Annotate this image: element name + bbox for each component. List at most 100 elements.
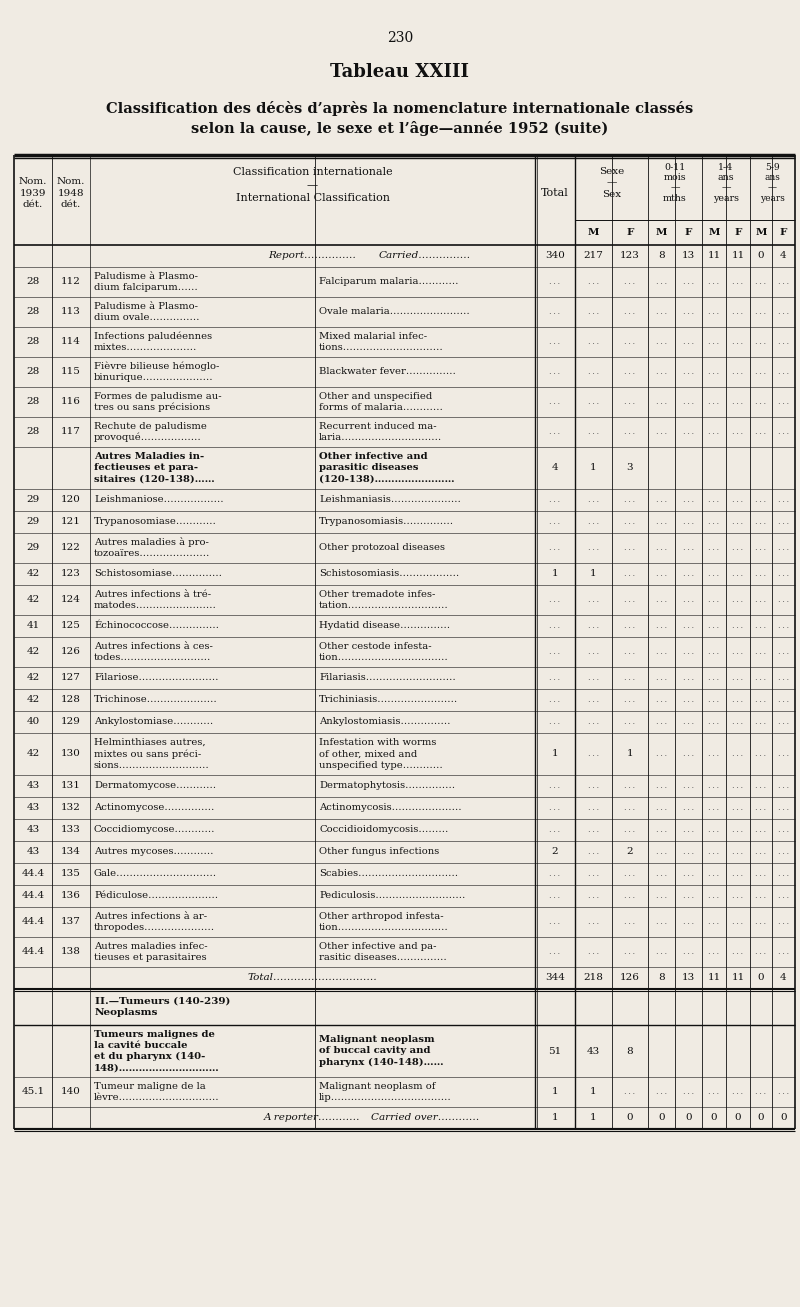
Text: . . .: . . . — [733, 648, 743, 656]
Text: . . .: . . . — [733, 544, 743, 552]
Text: 1: 1 — [552, 1114, 558, 1123]
Text: 41: 41 — [26, 622, 40, 630]
Text: . . .: . . . — [656, 804, 667, 812]
Text: 129: 129 — [61, 718, 81, 727]
Text: Trypanosomiasis……………: Trypanosomiasis…………… — [319, 518, 454, 527]
Text: 43: 43 — [26, 782, 40, 791]
Text: 124: 124 — [61, 596, 81, 605]
Text: 43: 43 — [26, 804, 40, 813]
Text: . . .: . . . — [755, 1087, 766, 1097]
Text: Formes de paludisme au-
tres ou sans précisions: Formes de paludisme au- tres ou sans pré… — [94, 392, 222, 413]
Text: . . .: . . . — [709, 782, 719, 789]
Text: Ankylostomiasis……………: Ankylostomiasis…………… — [319, 718, 450, 727]
Text: 43: 43 — [587, 1047, 600, 1056]
Text: Tumeurs malignes de
la cavité buccale
et du pharynx (140-
148)…………………………: Tumeurs malignes de la cavité buccale et… — [94, 1030, 220, 1072]
Text: . . .: . . . — [550, 308, 561, 316]
Text: . . .: . . . — [683, 369, 694, 376]
Text: 44.4: 44.4 — [22, 918, 45, 927]
Text: Classification internationale
—
International Classification: Classification internationale — Internat… — [233, 167, 392, 203]
Text: 28: 28 — [26, 337, 40, 346]
Text: . . .: . . . — [588, 674, 599, 682]
Text: . . .: . . . — [683, 848, 694, 856]
Text: . . .: . . . — [550, 495, 561, 505]
Text: . . .: . . . — [625, 826, 635, 834]
Text: . . .: . . . — [709, 544, 719, 552]
Text: Malignant neoplasm
of buccal cavity and
pharynx (140-148)……: Malignant neoplasm of buccal cavity and … — [319, 1035, 444, 1067]
Text: . . .: . . . — [588, 804, 599, 812]
Text: Échinococcose……………: Échinococcose…………… — [94, 622, 219, 630]
Text: . . .: . . . — [733, 918, 743, 925]
Text: 28: 28 — [26, 367, 40, 376]
Text: . . .: . . . — [733, 891, 743, 901]
Text: . . .: . . . — [550, 518, 561, 525]
Text: . . .: . . . — [709, 870, 719, 878]
Text: . . .: . . . — [778, 826, 789, 834]
Text: . . .: . . . — [683, 891, 694, 901]
Text: . . .: . . . — [656, 427, 667, 437]
Text: 126: 126 — [61, 647, 81, 656]
Text: 132: 132 — [61, 804, 81, 813]
Text: . . .: . . . — [778, 870, 789, 878]
Text: . . .: . . . — [625, 339, 635, 346]
Text: Autres infections à ces-
todes………………………: Autres infections à ces- todes……………………… — [94, 642, 213, 663]
Text: . . .: . . . — [550, 544, 561, 552]
Text: . . .: . . . — [550, 826, 561, 834]
Text: . . .: . . . — [709, 697, 719, 704]
Text: 42: 42 — [26, 570, 40, 579]
Text: . . .: . . . — [755, 870, 766, 878]
Text: . . .: . . . — [550, 622, 561, 630]
Text: 28: 28 — [26, 427, 40, 437]
Text: Infections paludéennes
mixtes…………………: Infections paludéennes mixtes………………… — [94, 332, 212, 353]
Text: . . .: . . . — [625, 648, 635, 656]
Text: . . .: . . . — [778, 948, 789, 955]
Text: 0: 0 — [626, 1114, 634, 1123]
Text: . . .: . . . — [683, 674, 694, 682]
Text: Recurrent induced ma-
laria…………………………: Recurrent induced ma- laria………………………… — [319, 422, 442, 442]
Text: . . .: . . . — [683, 622, 694, 630]
Text: Leishmaniasis…………………: Leishmaniasis………………… — [319, 495, 461, 505]
Text: . . .: . . . — [755, 782, 766, 789]
Text: 131: 131 — [61, 782, 81, 791]
Text: . . .: . . . — [778, 718, 789, 725]
Text: . . .: . . . — [683, 570, 694, 578]
Text: 115: 115 — [61, 367, 81, 376]
Text: Rechute de paludisme
provoqué………………: Rechute de paludisme provoqué……………… — [94, 422, 207, 442]
Text: . . .: . . . — [656, 718, 667, 725]
Text: 120: 120 — [61, 495, 81, 505]
Text: Ovale malaria……………………: Ovale malaria…………………… — [319, 307, 470, 316]
Text: . . .: . . . — [656, 891, 667, 901]
Text: . . .: . . . — [550, 804, 561, 812]
Text: Schistosomiasis………………: Schistosomiasis……………… — [319, 570, 459, 579]
Text: . . .: . . . — [683, 750, 694, 758]
Text: Leishmaniose………………: Leishmaniose……………… — [94, 495, 224, 505]
Text: Autres maladies à pro-
tozoaïres…………………: Autres maladies à pro- tozoaïres………………… — [94, 537, 210, 558]
Text: 134: 134 — [61, 847, 81, 856]
Text: . . .: . . . — [588, 697, 599, 704]
Text: . . .: . . . — [755, 622, 766, 630]
Text: . . .: . . . — [625, 804, 635, 812]
Text: 1: 1 — [552, 749, 558, 758]
Text: . . .: . . . — [733, 750, 743, 758]
Text: . . .: . . . — [625, 369, 635, 376]
Text: . . .: . . . — [550, 718, 561, 725]
Text: . . .: . . . — [709, 750, 719, 758]
Text: 130: 130 — [61, 749, 81, 758]
Text: . . .: . . . — [588, 399, 599, 406]
Text: . . .: . . . — [755, 427, 766, 437]
Text: 344: 344 — [545, 974, 565, 983]
Text: Hydatid disease……………: Hydatid disease…………… — [319, 622, 450, 630]
Text: . . .: . . . — [755, 891, 766, 901]
Text: . . .: . . . — [588, 339, 599, 346]
Text: Trypanosomiase…………: Trypanosomiase………… — [94, 518, 217, 527]
Text: . . .: . . . — [550, 697, 561, 704]
Text: . . .: . . . — [778, 495, 789, 505]
Text: . . .: . . . — [733, 399, 743, 406]
Text: . . .: . . . — [683, 518, 694, 525]
Text: . . .: . . . — [709, 848, 719, 856]
Text: . . .: . . . — [625, 674, 635, 682]
Text: . . .: . . . — [625, 278, 635, 286]
Text: . . .: . . . — [683, 718, 694, 725]
Text: . . .: . . . — [588, 648, 599, 656]
Text: Mixed malarial infec-
tions…………………………: Mixed malarial infec- tions………………………… — [319, 332, 444, 352]
Text: . . .: . . . — [550, 648, 561, 656]
